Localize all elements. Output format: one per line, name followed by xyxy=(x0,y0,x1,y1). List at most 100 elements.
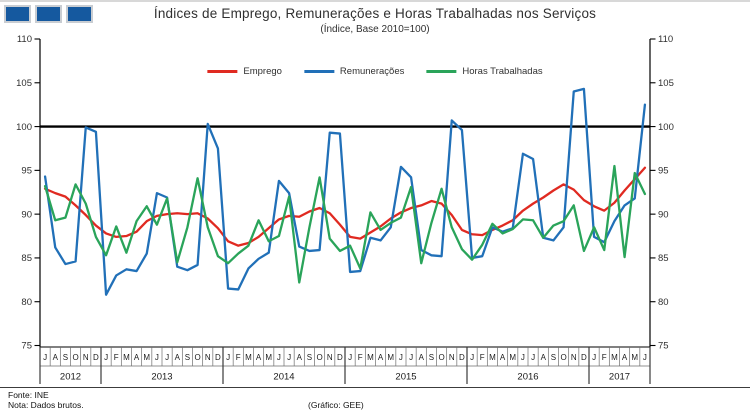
month-label: A xyxy=(53,353,59,362)
y-tick-label-left: 85 xyxy=(21,253,32,264)
legend-swatch-icon xyxy=(303,70,334,73)
y-tick-label-left: 80 xyxy=(21,297,32,308)
legend-label: Horas Trabalhadas xyxy=(462,66,543,77)
month-label: S xyxy=(185,353,190,362)
legend-label: Remunerações xyxy=(339,66,405,77)
y-tick-label-right: 90 xyxy=(658,209,669,220)
source-text: Fonte: INE xyxy=(8,390,49,400)
footer-divider xyxy=(0,387,750,388)
month-label: D xyxy=(215,353,221,362)
month-label: M xyxy=(489,353,496,362)
year-label: 2014 xyxy=(273,372,294,383)
month-label: O xyxy=(194,353,200,362)
logo-square-icon xyxy=(4,5,31,23)
month-label: F xyxy=(480,353,485,362)
logo xyxy=(4,5,93,23)
month-label: J xyxy=(470,353,474,362)
year-label: 2016 xyxy=(517,372,538,383)
month-label: J xyxy=(521,353,525,362)
y-tick-label-right: 110 xyxy=(658,34,673,45)
legend: Emprego Remunerações Horas Trabalhadas xyxy=(196,66,553,77)
chart-header: Índices de Emprego, Remunerações e Horas… xyxy=(0,6,750,35)
month-label: A xyxy=(134,353,140,362)
month-label: J xyxy=(155,353,159,362)
footer: Fonte: INE Nota: Dados brutos. xyxy=(8,390,84,410)
month-label: M xyxy=(265,353,272,362)
legend-item: Emprego xyxy=(207,66,282,77)
month-label: J xyxy=(165,353,169,362)
month-label: F xyxy=(358,353,363,362)
month-label: A xyxy=(378,353,384,362)
month-label: M xyxy=(631,353,638,362)
month-label: O xyxy=(560,353,566,362)
month-label: N xyxy=(571,353,577,362)
y-tick-label-left: 90 xyxy=(21,209,32,220)
credit-text: (Gráfico: GEE) xyxy=(308,400,364,410)
y-tick-label-left: 95 xyxy=(21,166,32,177)
y-tick-label-left: 100 xyxy=(16,122,32,133)
logo-square-icon xyxy=(35,5,62,23)
y-tick-label-left: 105 xyxy=(16,78,32,89)
legend-swatch-icon xyxy=(426,70,457,73)
month-label: A xyxy=(175,353,181,362)
series-line-emprego xyxy=(43,166,647,247)
month-label: O xyxy=(438,353,444,362)
year-label: 2012 xyxy=(60,372,81,383)
year-label: 2015 xyxy=(395,372,416,383)
month-label: A xyxy=(419,353,425,362)
month-label: J xyxy=(277,353,281,362)
month-label: M xyxy=(367,353,374,362)
page-subtitle: (Índice, Base 2010=100) xyxy=(320,24,430,35)
month-label: S xyxy=(307,353,312,362)
legend-swatch-icon xyxy=(207,70,238,73)
legend-item: Horas Trabalhadas xyxy=(426,66,543,77)
month-label: J xyxy=(43,353,47,362)
month-label: F xyxy=(602,353,607,362)
month-label: A xyxy=(500,353,506,362)
y-tick-label-left: 110 xyxy=(17,34,32,45)
month-label: M xyxy=(123,353,130,362)
month-label: F xyxy=(114,353,119,362)
y-tick-label-right: 85 xyxy=(658,253,669,264)
month-label: J xyxy=(409,353,413,362)
month-label: D xyxy=(93,353,99,362)
month-label: A xyxy=(297,353,303,362)
month-label: J xyxy=(592,353,596,362)
month-label: A xyxy=(256,353,262,362)
month-label: N xyxy=(83,353,89,362)
year-label: 2013 xyxy=(151,372,172,383)
series-line-horas-trabalhadas xyxy=(43,164,647,284)
month-label: N xyxy=(327,353,333,362)
month-label: A xyxy=(541,353,547,362)
legend-label: Emprego xyxy=(243,66,282,77)
y-tick-label-right: 100 xyxy=(658,122,674,133)
month-label: S xyxy=(63,353,68,362)
month-label: S xyxy=(551,353,556,362)
month-label: O xyxy=(72,353,78,362)
month-label: O xyxy=(316,353,322,362)
month-label: N xyxy=(449,353,455,362)
series-line-remunera-es xyxy=(43,87,647,296)
y-tick-label-right: 95 xyxy=(658,166,669,177)
page-title: Índices de Emprego, Remunerações e Horas… xyxy=(153,6,597,21)
month-label: J xyxy=(399,353,403,362)
month-label: M xyxy=(509,353,516,362)
y-tick-label-right: 105 xyxy=(658,78,674,89)
month-label: J xyxy=(226,353,230,362)
month-label: D xyxy=(459,353,465,362)
month-label: A xyxy=(622,353,628,362)
month-label: M xyxy=(143,353,150,362)
month-label: J xyxy=(104,353,108,362)
logo-square-icon xyxy=(66,5,93,23)
month-label: M xyxy=(611,353,618,362)
y-tick-label-left: 75 xyxy=(21,341,32,352)
month-label: M xyxy=(387,353,394,362)
month-label: F xyxy=(236,353,241,362)
note-text: Nota: Dados brutos. xyxy=(8,400,84,410)
month-label: J xyxy=(348,353,352,362)
month-label: J xyxy=(643,353,647,362)
year-label: 2017 xyxy=(609,372,630,383)
month-label: N xyxy=(205,353,211,362)
month-label: M xyxy=(245,353,252,362)
